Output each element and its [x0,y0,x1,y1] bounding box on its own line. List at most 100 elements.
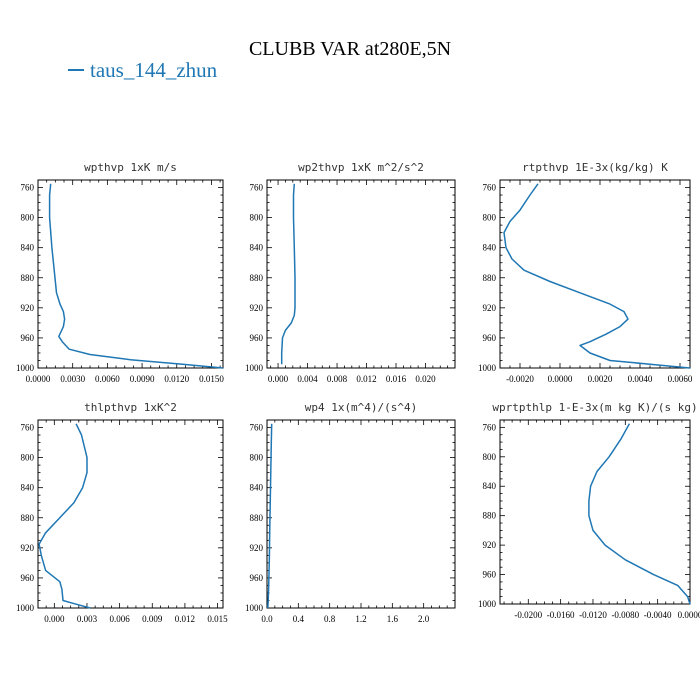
x-tick-label: -0.0040 [644,610,672,620]
y-tick-label: 1000 [478,363,497,373]
panel-5: wp4 1x(m^4)/(s^4)76080084088092096010000… [245,401,456,624]
x-tick-label: -0.0120 [579,610,607,620]
series-line [588,423,691,605]
x-tick-label: 1.6 [387,614,399,624]
x-tick-label: 0.000 [268,374,289,384]
x-tick-label: 0.004 [297,374,318,384]
y-tick-label: 760 [250,183,264,193]
y-tick-label: 800 [483,452,497,462]
y-tick-label: 880 [21,513,35,523]
panel-title: thlpthvp 1xK^2 [84,401,177,414]
series-line [267,423,273,609]
y-tick-label: 800 [21,213,35,223]
x-tick-label: 0.0060 [668,374,693,384]
y-tick-label: 800 [250,453,264,463]
panel-title: wp2thvp 1xK m^2/s^2 [298,161,424,174]
x-tick-label: 0.003 [77,614,98,624]
x-tick-label: 0.4 [293,614,305,624]
panel-title: wpthvp 1xK m/s [84,161,177,174]
x-tick-label: 0.0020 [588,374,613,384]
x-tick-label: 0.0 [261,614,273,624]
y-tick-label: 960 [483,333,497,343]
y-tick-label: 960 [250,333,264,343]
plot-frame [266,419,456,609]
y-tick-label: 840 [250,243,264,253]
x-tick-label: 1.2 [355,614,366,624]
plot-frame [37,179,224,369]
x-tick-label: -0.0080 [611,610,639,620]
plot-frame [499,419,691,605]
x-tick-label: 0.009 [142,614,163,624]
y-tick-label: 800 [250,213,264,223]
x-tick-label: 0.016 [386,374,407,384]
y-tick-label: 920 [250,303,264,313]
y-tick-label: 760 [250,423,264,433]
y-tick-label: 880 [250,273,264,283]
y-tick-label: 760 [483,183,497,193]
x-tick-label: 0.008 [327,374,348,384]
panel-title: wprtpthlp 1-E-3x(m kg K)/(s kg) [492,401,697,414]
y-tick-label: 840 [21,483,35,493]
y-tick-label: 840 [250,483,264,493]
panel-4: thlpthvp 1xK^2 760 800 840 880 920 960 1000 0.00… [16,401,228,624]
panel-3: rtpthvp 1E-3x(kg/kg) K 760 800 840 880 920 960… [478,161,693,384]
y-tick-label: 960 [21,333,35,343]
y-tick-label: 880 [21,273,35,283]
series-line [38,423,91,609]
panels: wpthvp 1xK m/s76080084088092096010000.00… [16,161,700,624]
y-tick-label: 960 [483,570,497,580]
y-tick-label: 840 [483,243,497,253]
x-tick-label: -0.0020 [506,374,534,384]
series-line [280,183,296,365]
x-tick-label: 0.0000 [548,374,573,384]
plot-frame [266,179,456,369]
y-tick-label: 1000 [16,603,35,613]
y-tick-label: 1000 [478,599,497,609]
panel-6: wprtpthlp 1-E-3x(m kg K)/(s kg) 760 800 840… [478,401,700,620]
series-line [48,183,224,369]
y-tick-label: 960 [250,573,264,583]
panel-1: wpthvp 1xK m/s76080084088092096010000.00… [16,161,224,384]
x-tick-label: 0.8 [324,614,336,624]
panel-title: wp4 1x(m^4)/(s^4) [305,401,418,414]
y-tick-label: 880 [483,511,497,521]
y-tick-label: 1000 [245,363,264,373]
x-tick-label: 0.0090 [130,374,155,384]
x-tick-label: 0.020 [415,374,436,384]
y-tick-label: 1000 [16,363,35,373]
x-tick-label: 0.000 [44,614,65,624]
plot-frame [37,419,224,609]
x-tick-label: 0.0150 [199,374,224,384]
panel-title: rtpthvp 1E-3x(kg/kg) K [522,161,668,174]
x-tick-label: 0.015 [207,614,228,624]
x-tick-label: 0.012 [175,614,195,624]
x-tick-label: 0.006 [109,614,130,624]
legend-label: taus_144_zhun [90,58,218,82]
y-tick-label: 840 [21,243,35,253]
y-tick-label: 920 [483,303,497,313]
x-tick-label: -0.0200 [514,610,542,620]
y-tick-label: 760 [21,183,35,193]
panel-2: wp2thvp 1xK m^2/s^2 760 800 840 880 920 960 100… [245,161,456,384]
series-line [503,183,691,369]
y-tick-label: 920 [21,303,35,313]
y-tick-label: 960 [21,573,35,583]
x-tick-label: 0.0030 [60,374,85,384]
x-tick-label: 0.012 [356,374,376,384]
y-tick-label: 800 [21,453,35,463]
x-tick-label: 0.0040 [628,374,653,384]
x-tick-label: 0.0060 [95,374,120,384]
y-tick-label: 840 [483,481,497,491]
x-tick-label: -0.0160 [547,610,575,620]
y-tick-label: 920 [250,543,264,553]
figure-title: CLUBB VAR at280E,5N [249,38,451,60]
y-tick-label: 880 [250,513,264,523]
y-tick-label: 760 [483,422,497,432]
x-tick-label: 0.0000 [678,610,700,620]
y-tick-label: 880 [483,273,497,283]
x-tick-label: 2.0 [418,614,430,624]
x-tick-label: 0.0000 [26,374,51,384]
y-tick-label: 800 [483,213,497,223]
y-tick-label: 920 [21,543,35,553]
